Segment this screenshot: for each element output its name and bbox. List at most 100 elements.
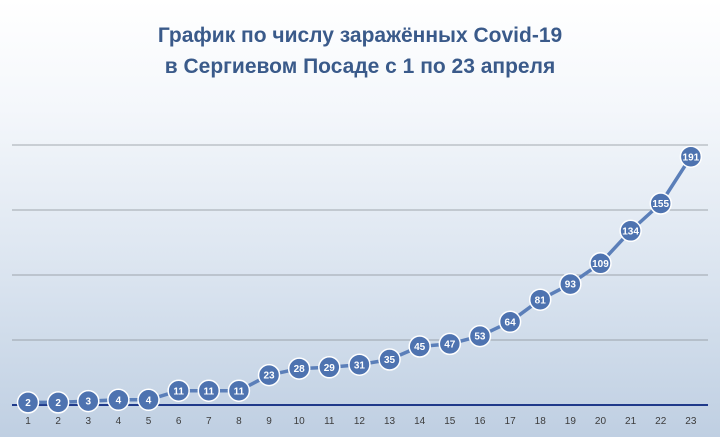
data-point-marker xyxy=(408,335,431,358)
data-point: 4 xyxy=(137,388,160,412)
data-label: 4 xyxy=(146,395,152,406)
data-point: 155 xyxy=(649,192,672,215)
data-label: 81 xyxy=(535,295,547,306)
data-label: 29 xyxy=(324,363,336,374)
data-point-marker xyxy=(137,388,160,412)
data-label: 35 xyxy=(384,355,396,366)
data-label: 4 xyxy=(116,395,122,406)
x-tick-label: 8 xyxy=(236,416,242,427)
grid-lines xyxy=(12,144,708,341)
data-point-marker xyxy=(257,363,281,387)
data-point: 53 xyxy=(468,324,492,348)
data-label: 23 xyxy=(263,371,275,382)
data-point: 81 xyxy=(528,288,552,311)
data-point-marker xyxy=(378,348,401,371)
data-point: 4 xyxy=(107,388,130,412)
x-tick-label: 18 xyxy=(535,416,547,427)
data-point-marker xyxy=(559,272,582,296)
data-point: 29 xyxy=(318,356,341,379)
data-point-marker xyxy=(468,324,492,348)
data-point: 11 xyxy=(167,379,190,402)
x-tick-labels: 1 2 3 4 5 6 7 8 9 10 11 12 13 14 15 16 17 18 19 20 21 22 23 xyxy=(25,416,697,427)
data-point-marker xyxy=(589,252,612,275)
x-tick-label: 23 xyxy=(685,416,697,427)
data-point: 64 xyxy=(498,310,522,334)
data-point-marker xyxy=(107,388,130,412)
data-label: 93 xyxy=(565,280,577,291)
data-label: 28 xyxy=(294,364,306,375)
data-point: 28 xyxy=(287,357,311,380)
x-tick-label: 9 xyxy=(266,416,272,427)
data-point-marker xyxy=(287,357,311,380)
data-point: 11 xyxy=(227,379,251,402)
data-label: 11 xyxy=(203,386,214,397)
data-point: 35 xyxy=(378,348,401,371)
chart-title-line-1: График по числу заражённых Covid-19 xyxy=(157,24,563,47)
data-label: 3 xyxy=(85,397,91,408)
data-label: 64 xyxy=(505,317,517,328)
data-point-marker xyxy=(528,288,552,311)
data-label: 45 xyxy=(414,342,426,353)
x-tick-label: 22 xyxy=(655,416,667,427)
x-tick-label: 21 xyxy=(625,416,637,427)
data-point: 11 xyxy=(197,379,221,402)
data-point: 93 xyxy=(559,272,582,296)
data-point: 2 xyxy=(46,391,70,414)
x-tick-label: 19 xyxy=(565,416,577,427)
x-tick-label: 16 xyxy=(474,416,486,427)
data-point-marker xyxy=(16,391,40,414)
data-point: 3 xyxy=(77,389,100,413)
x-tick-label: 4 xyxy=(116,416,122,427)
data-point: 191 xyxy=(679,145,703,168)
data-label: 191 xyxy=(683,152,700,163)
data-label: 47 xyxy=(444,340,456,351)
x-tick-label: 10 xyxy=(294,416,306,427)
data-label: 11 xyxy=(173,386,184,397)
data-point-marker xyxy=(46,391,70,414)
data-point: 47 xyxy=(438,332,462,356)
x-tick-label: 12 xyxy=(354,416,366,427)
data-point-marker xyxy=(197,379,221,402)
data-label: 31 xyxy=(354,360,366,371)
data-point-marker xyxy=(227,379,251,402)
data-point-marker xyxy=(649,192,672,215)
x-tick-label: 17 xyxy=(505,416,517,427)
x-tick-label: 15 xyxy=(444,416,456,427)
data-point-marker xyxy=(318,356,341,379)
data-label: 134 xyxy=(622,226,639,237)
x-tick-label: 1 xyxy=(25,416,31,427)
data-label: 11 xyxy=(234,386,245,397)
data-label: 155 xyxy=(652,199,669,210)
x-tick-label: 7 xyxy=(206,416,212,427)
x-tick-label: 11 xyxy=(324,416,335,427)
data-point: 2 xyxy=(16,391,40,414)
data-label: 2 xyxy=(55,398,61,409)
data-point-marker xyxy=(167,379,190,402)
data-point-marker xyxy=(77,389,100,413)
data-point-marker xyxy=(438,332,462,356)
x-tick-label: 2 xyxy=(55,416,61,427)
x-tick-label: 13 xyxy=(384,416,396,427)
data-point-marker xyxy=(679,145,703,168)
data-point: 109 xyxy=(589,252,612,275)
data-point-marker xyxy=(348,353,371,376)
data-point: 134 xyxy=(619,219,642,243)
data-point: 31 xyxy=(348,353,371,376)
chart-title: График по числу заражённых Covid-19 в Се… xyxy=(0,20,720,82)
x-tick-label: 5 xyxy=(146,416,152,427)
data-point: 23 xyxy=(257,363,281,387)
x-tick-label: 14 xyxy=(414,416,426,427)
chart-title-line-2: в Сергиевом Посаде с 1 по 23 апреля xyxy=(164,55,556,78)
x-tick-label: 6 xyxy=(176,416,182,427)
data-label: 109 xyxy=(592,259,609,270)
data-label: 53 xyxy=(474,332,486,343)
x-tick-label: 3 xyxy=(85,416,91,427)
data-point: 45 xyxy=(408,335,431,358)
data-point-marker xyxy=(619,219,642,243)
data-label: 2 xyxy=(25,398,31,409)
x-tick-label: 20 xyxy=(595,416,607,427)
data-point-marker xyxy=(498,310,522,334)
